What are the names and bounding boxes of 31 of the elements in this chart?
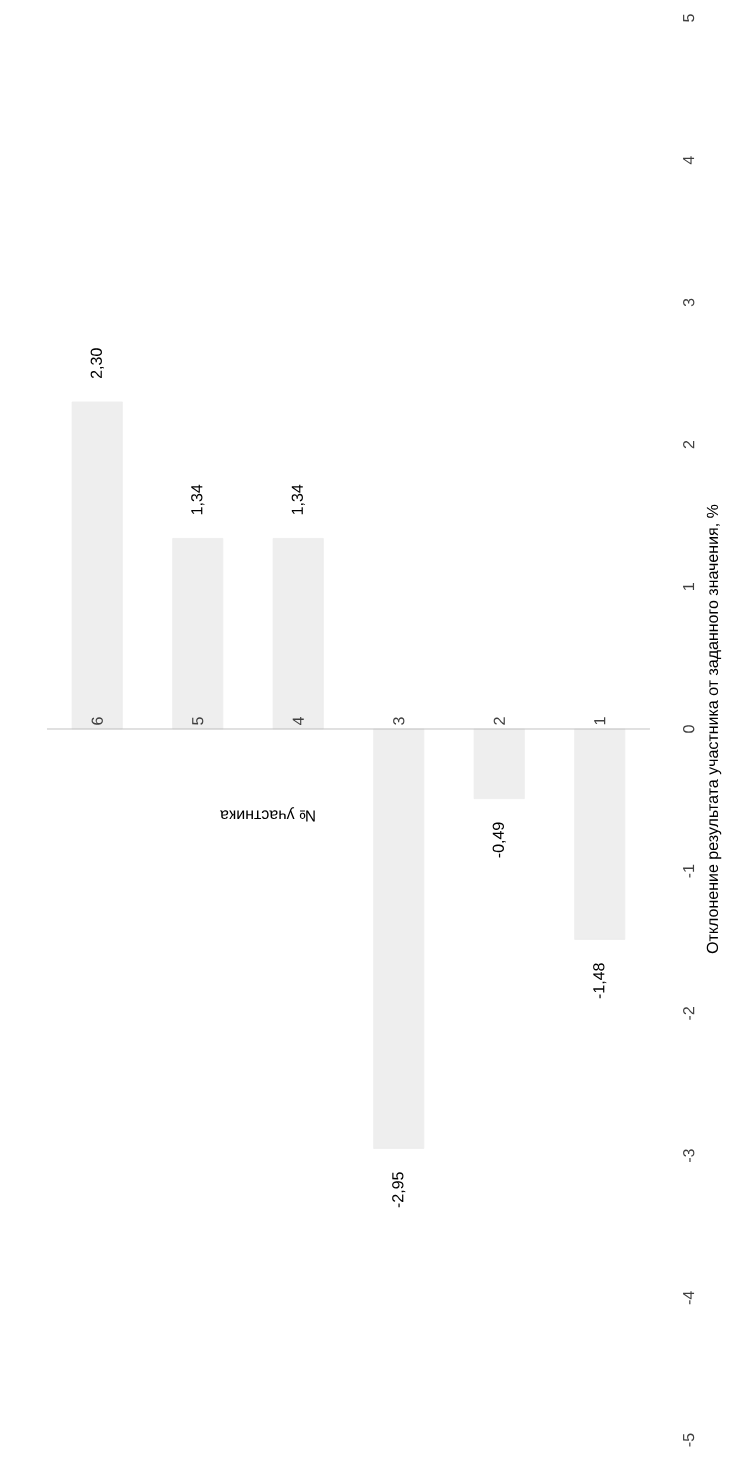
bar: [172, 538, 224, 730]
x-tick-label: 4: [292, 717, 304, 726]
data-label: -2,95: [392, 1172, 406, 1208]
y-tick-label: -5: [683, 1433, 695, 1447]
data-label: 1,34: [191, 484, 205, 515]
y-tick-label: 5: [683, 14, 695, 22]
y-tick-label: 0: [683, 725, 695, 733]
x-tick-label: 2: [493, 717, 505, 725]
bar: [373, 728, 425, 1149]
data-label: -0,49: [492, 822, 506, 858]
bar: [71, 401, 123, 730]
y-tick-label: 4: [683, 156, 695, 165]
bar: [272, 538, 324, 730]
y-tick-label: -2: [683, 1007, 695, 1020]
y-tick-label: 1: [683, 583, 695, 591]
y-tick-label: -1: [683, 864, 695, 878]
bar: [473, 728, 525, 800]
data-label: -1,48: [593, 963, 607, 999]
data-label: 1,34: [291, 484, 305, 515]
y-tick-label: -3: [683, 1149, 695, 1162]
y-tick-label: -4: [683, 1291, 695, 1305]
x-tick-label: 6: [91, 717, 103, 725]
y-tick-label: 2: [683, 440, 695, 449]
x-tick-label: 1: [594, 717, 606, 725]
y-tick-label: 3: [683, 298, 695, 307]
bar: [574, 728, 626, 940]
x-axis-title: № участника: [219, 807, 315, 822]
x-tick-label: 5: [192, 717, 204, 725]
x-tick-label: 3: [393, 717, 405, 725]
y-axis-title: Отклонение результата участника от заданного значения, %: [706, 504, 722, 954]
data-label: 2,30: [90, 348, 104, 379]
